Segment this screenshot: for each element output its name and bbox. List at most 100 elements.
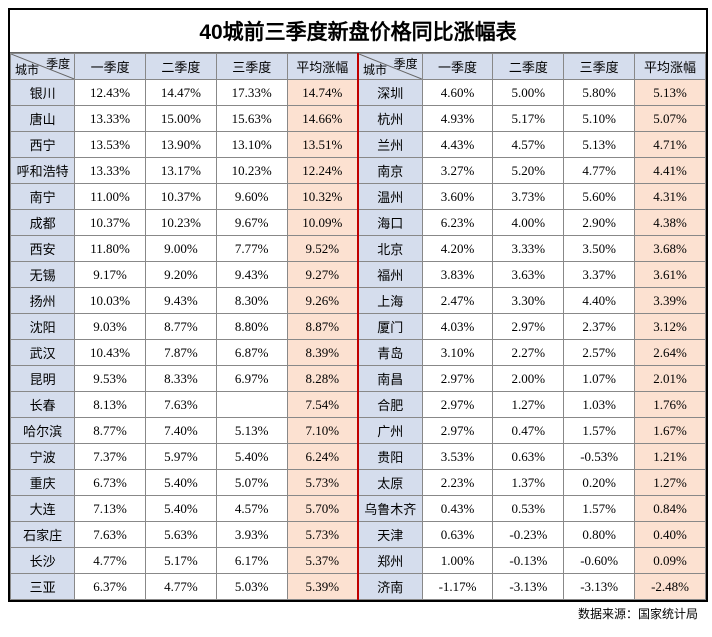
table-row: 呼和浩特13.33%13.17%10.23%12.24%南京3.27%5.20%…	[11, 158, 706, 184]
table-row: 唐山13.33%15.00%15.63%14.66%杭州4.93%5.17%5.…	[11, 106, 706, 132]
data-table: 季度 城市 一季度 二季度 三季度 平均涨幅 季度 城市 一季度 二季度 三季度…	[10, 53, 706, 600]
diag-bottom-label: 城市	[15, 61, 39, 78]
avg-cell: 14.74%	[287, 80, 358, 106]
q2-cell: 0.53%	[493, 496, 564, 522]
q1-cell: 3.60%	[422, 184, 493, 210]
city-cell: 深圳	[358, 80, 422, 106]
q1-cell: 13.53%	[75, 132, 146, 158]
q3-cell: 8.30%	[216, 288, 287, 314]
q1-cell: 8.77%	[75, 418, 146, 444]
avg-cell: 4.31%	[635, 184, 706, 210]
table-row: 西宁13.53%13.90%13.10%13.51%兰州4.43%4.57%5.…	[11, 132, 706, 158]
q3-cell: 3.37%	[564, 262, 635, 288]
table-title: 40城前三季度新盘价格同比涨幅表	[10, 10, 706, 53]
q2-cell: 3.30%	[493, 288, 564, 314]
q3-cell: -3.13%	[564, 574, 635, 600]
avg-cell: 13.51%	[287, 132, 358, 158]
q3-cell: 1.57%	[564, 418, 635, 444]
avg-cell: 4.41%	[635, 158, 706, 184]
table-row: 石家庄7.63%5.63%3.93%5.73%天津0.63%-0.23%0.80…	[11, 522, 706, 548]
avg-cell: 5.07%	[635, 106, 706, 132]
col-q2: 二季度	[146, 54, 217, 80]
q1-cell: 9.03%	[75, 314, 146, 340]
city-cell: 沈阳	[11, 314, 75, 340]
table-row: 昆明9.53%8.33%6.97%8.28%南昌2.97%2.00%1.07%2…	[11, 366, 706, 392]
q3-cell: 2.90%	[564, 210, 635, 236]
q3-cell: 1.03%	[564, 392, 635, 418]
q3-cell: 6.17%	[216, 548, 287, 574]
q2-cell: 5.40%	[146, 496, 217, 522]
q3-cell: 6.87%	[216, 340, 287, 366]
q2-cell: 3.73%	[493, 184, 564, 210]
q1-cell: 4.93%	[422, 106, 493, 132]
avg-cell: 10.32%	[287, 184, 358, 210]
city-cell: 重庆	[11, 470, 75, 496]
q3-cell: 3.93%	[216, 522, 287, 548]
avg-cell: 8.28%	[287, 366, 358, 392]
avg-cell: 0.40%	[635, 522, 706, 548]
q3-cell: 9.43%	[216, 262, 287, 288]
city-cell: 西安	[11, 236, 75, 262]
city-cell: 乌鲁木齐	[358, 496, 422, 522]
city-cell: 上海	[358, 288, 422, 314]
q2-cell: 3.33%	[493, 236, 564, 262]
col-avg: 平均涨幅	[287, 54, 358, 80]
q3-cell: 4.40%	[564, 288, 635, 314]
q1-cell: 6.73%	[75, 470, 146, 496]
q2-cell: 8.33%	[146, 366, 217, 392]
avg-cell: 10.09%	[287, 210, 358, 236]
q1-cell: 10.43%	[75, 340, 146, 366]
city-cell: 太原	[358, 470, 422, 496]
city-cell: 三亚	[11, 574, 75, 600]
q1-cell: 3.27%	[422, 158, 493, 184]
city-cell: 呼和浩特	[11, 158, 75, 184]
city-cell: 北京	[358, 236, 422, 262]
col-q3: 三季度	[216, 54, 287, 80]
q1-cell: 11.00%	[75, 184, 146, 210]
q1-cell: 2.97%	[422, 366, 493, 392]
avg-cell: 0.84%	[635, 496, 706, 522]
city-cell: 成都	[11, 210, 75, 236]
q2-cell: 2.27%	[493, 340, 564, 366]
avg-cell: 1.67%	[635, 418, 706, 444]
avg-cell: 5.73%	[287, 522, 358, 548]
avg-cell: 5.13%	[635, 80, 706, 106]
q1-cell: 9.53%	[75, 366, 146, 392]
q3-cell: 1.07%	[564, 366, 635, 392]
avg-cell: 9.27%	[287, 262, 358, 288]
q2-cell: 7.63%	[146, 392, 217, 418]
avg-cell: 0.09%	[635, 548, 706, 574]
q3-cell: 7.77%	[216, 236, 287, 262]
q2-cell: 5.17%	[146, 548, 217, 574]
avg-cell: 2.01%	[635, 366, 706, 392]
avg-cell: 6.24%	[287, 444, 358, 470]
source-note: 数据来源：国家统计局	[8, 602, 704, 622]
q2-cell: 9.20%	[146, 262, 217, 288]
table-row: 大连7.13%5.40%4.57%5.70%乌鲁木齐0.43%0.53%1.57…	[11, 496, 706, 522]
city-cell: 长沙	[11, 548, 75, 574]
avg-cell: 14.66%	[287, 106, 358, 132]
diag-top-label: 季度	[394, 55, 418, 72]
q2-cell: 4.77%	[146, 574, 217, 600]
city-cell: 广州	[358, 418, 422, 444]
avg-cell: 1.21%	[635, 444, 706, 470]
city-cell: 兰州	[358, 132, 422, 158]
q3-cell: 0.20%	[564, 470, 635, 496]
q3-cell: 9.60%	[216, 184, 287, 210]
q1-cell: 6.37%	[75, 574, 146, 600]
table-row: 宁波7.37%5.97%5.40%6.24%贵阳3.53%0.63%-0.53%…	[11, 444, 706, 470]
city-cell: 南京	[358, 158, 422, 184]
col-avg: 平均涨幅	[635, 54, 706, 80]
table-row: 无锡9.17%9.20%9.43%9.27%福州3.83%3.63%3.37%3…	[11, 262, 706, 288]
q1-cell: 4.77%	[75, 548, 146, 574]
q1-cell: 7.13%	[75, 496, 146, 522]
q3-cell: 5.03%	[216, 574, 287, 600]
q2-cell: 2.97%	[493, 314, 564, 340]
city-cell: 郑州	[358, 548, 422, 574]
diag-header-left: 季度 城市	[11, 54, 75, 80]
header-row: 季度 城市 一季度 二季度 三季度 平均涨幅 季度 城市 一季度 二季度 三季度…	[11, 54, 706, 80]
q1-cell: 12.43%	[75, 80, 146, 106]
q2-cell: -0.13%	[493, 548, 564, 574]
table-row: 长沙4.77%5.17%6.17%5.37%郑州1.00%-0.13%-0.60…	[11, 548, 706, 574]
city-cell: 昆明	[11, 366, 75, 392]
